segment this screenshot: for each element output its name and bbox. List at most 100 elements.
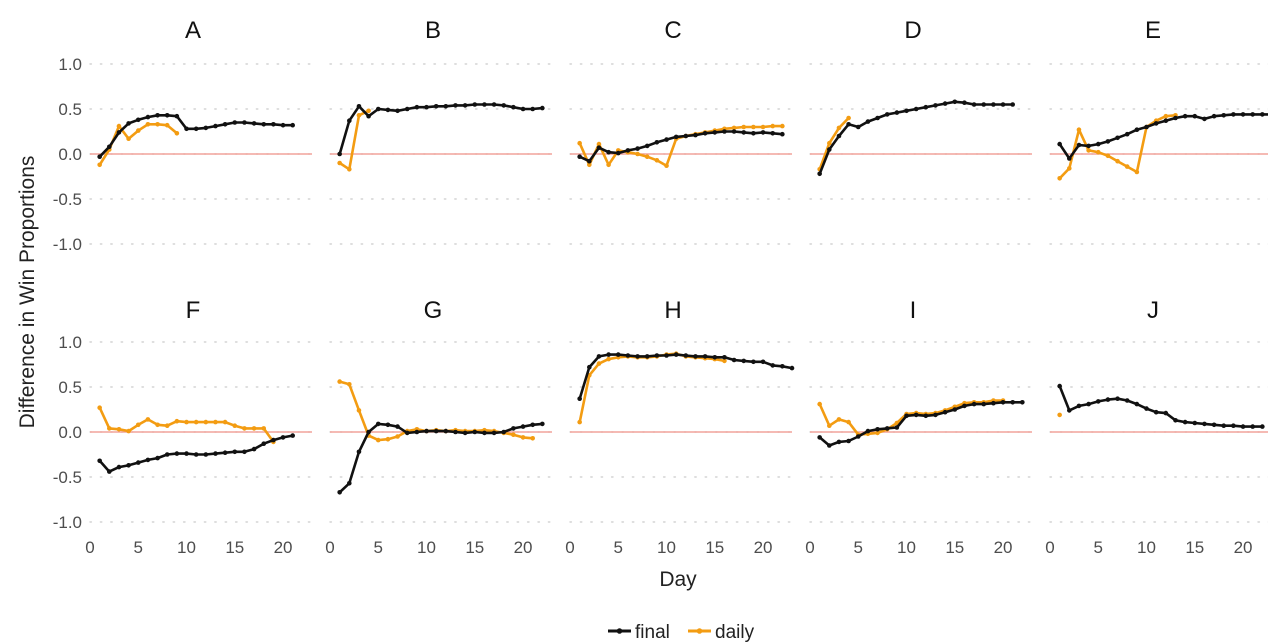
- data-point-final: [184, 451, 189, 456]
- data-point-final: [1057, 383, 1062, 389]
- data-point-final: [683, 353, 689, 358]
- data-point-final: [846, 122, 851, 127]
- data-point-daily: [827, 140, 832, 146]
- data-point-final: [501, 429, 507, 435]
- data-point-final: [271, 122, 276, 127]
- x-tick-label: 20: [274, 538, 293, 557]
- data-point-final: [482, 430, 487, 436]
- data-point-final: [991, 102, 996, 107]
- data-point-final: [97, 154, 102, 159]
- data-point-final: [770, 131, 775, 136]
- panel-J: J: [1049, 297, 1268, 523]
- data-point-daily: [827, 423, 832, 429]
- data-point-final: [347, 118, 352, 123]
- data-point-final: [923, 413, 929, 419]
- x-tick-label: 15: [225, 538, 244, 557]
- data-point-final: [540, 421, 545, 427]
- data-point-final: [375, 106, 381, 112]
- data-point-final: [193, 452, 199, 457]
- x-tick-label: 10: [897, 538, 916, 557]
- data-point-final: [1134, 127, 1140, 132]
- data-point-final: [933, 412, 938, 418]
- data-point-daily: [116, 123, 122, 129]
- data-point-daily: [1134, 169, 1140, 175]
- x-tick-label: 0: [85, 538, 94, 557]
- x-tick-label: 0: [1045, 538, 1054, 557]
- data-point-final: [625, 353, 631, 358]
- data-point-final: [1124, 398, 1130, 403]
- data-point-daily: [155, 422, 160, 428]
- data-point-final: [356, 104, 362, 109]
- data-point-final: [751, 131, 756, 136]
- data-point-final: [280, 122, 286, 128]
- data-point-daily: [606, 162, 611, 168]
- data-point-final: [1221, 113, 1227, 118]
- data-point-daily: [770, 123, 775, 129]
- data-point-daily: [145, 417, 151, 422]
- data-point-final: [1105, 397, 1111, 402]
- panel-title: H: [664, 297, 681, 324]
- data-point-daily: [347, 167, 352, 172]
- data-point-final: [453, 429, 458, 435]
- data-point-final: [424, 104, 429, 110]
- data-point-final: [751, 359, 756, 365]
- x-tick-label: 10: [417, 538, 436, 557]
- data-point-final: [942, 101, 948, 106]
- data-point-daily: [213, 419, 218, 425]
- data-point-final: [261, 122, 267, 127]
- legend-label-daily: daily: [715, 622, 755, 642]
- data-point-final: [1000, 400, 1006, 405]
- x-axis-title: Day: [659, 568, 697, 591]
- data-point-daily: [530, 436, 535, 441]
- data-point-final: [433, 428, 439, 434]
- data-point-final: [913, 106, 919, 112]
- data-point-daily: [116, 427, 122, 432]
- data-point-final: [683, 133, 689, 139]
- data-point-final: [722, 129, 727, 134]
- data-point-final: [164, 113, 170, 118]
- data-point-final: [97, 458, 102, 464]
- data-point-daily: [164, 122, 170, 128]
- data-point-final: [472, 429, 478, 435]
- x-tick-label: 15: [465, 538, 484, 557]
- data-point-daily: [356, 113, 362, 118]
- data-point-final: [817, 171, 822, 177]
- data-point-final: [702, 131, 708, 136]
- data-point-final: [894, 110, 900, 115]
- data-point-daily: [817, 401, 822, 407]
- data-point-final: [1153, 121, 1159, 126]
- data-point-final: [155, 455, 160, 461]
- series-line-daily: [98, 406, 275, 444]
- data-point-final: [1144, 406, 1149, 411]
- data-point-daily: [1095, 149, 1101, 155]
- data-point-final: [875, 427, 880, 432]
- panel-title: B: [425, 17, 441, 44]
- data-point-final: [693, 132, 698, 138]
- data-point-final: [462, 430, 468, 436]
- data-point-final: [731, 129, 737, 134]
- data-point-final: [1182, 419, 1188, 425]
- data-point-final: [904, 413, 909, 419]
- data-point-final: [702, 354, 708, 359]
- data-point-final: [693, 354, 698, 359]
- series-final: [97, 433, 295, 474]
- data-point-final: [1192, 420, 1198, 426]
- data-point-final: [385, 422, 391, 428]
- y-tick-label: 0.5: [58, 100, 82, 119]
- y-tick-label: -0.5: [53, 190, 82, 209]
- data-point-final: [1086, 143, 1091, 149]
- y-tick-label: 1.0: [58, 333, 82, 352]
- data-point-final: [981, 102, 987, 107]
- data-point-daily: [193, 419, 199, 425]
- x-axis: 0 5 10 15 20 0 5 10 15 20 0 5 10 15 20 0 5 10 15 20 0 5 10 15 20: [85, 538, 1252, 557]
- data-point-final: [1153, 409, 1159, 415]
- data-point-final: [462, 103, 468, 108]
- data-point-final: [482, 102, 487, 107]
- data-point-daily: [261, 426, 267, 431]
- data-point-final: [635, 354, 640, 359]
- data-point-daily: [232, 423, 238, 429]
- data-point-final: [404, 106, 410, 112]
- data-point-final: [501, 103, 507, 108]
- data-point-final: [1202, 421, 1207, 427]
